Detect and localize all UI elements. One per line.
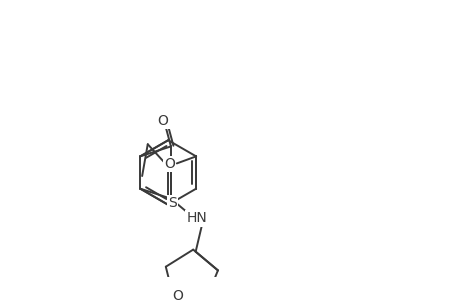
Text: O: O <box>157 114 168 128</box>
Text: O: O <box>164 157 175 171</box>
Text: O: O <box>172 289 182 300</box>
Text: HN: HN <box>186 212 207 226</box>
Text: S: S <box>168 196 177 210</box>
